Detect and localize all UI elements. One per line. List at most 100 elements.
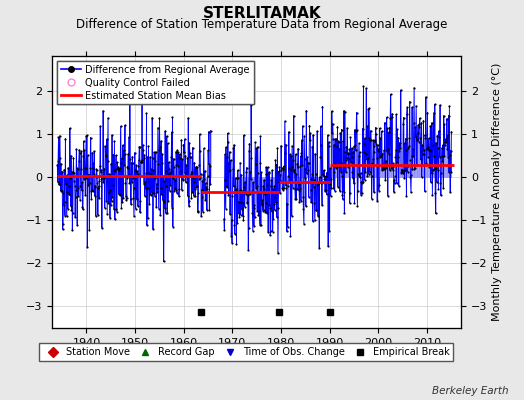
Point bbox=[225, 168, 233, 174]
Point bbox=[62, 181, 70, 187]
Point bbox=[377, 152, 385, 159]
Point bbox=[298, 162, 307, 168]
Point bbox=[362, 150, 370, 157]
Point bbox=[273, 170, 281, 176]
Point bbox=[374, 148, 382, 154]
Point bbox=[402, 147, 410, 153]
Point bbox=[86, 134, 95, 141]
Point bbox=[347, 150, 355, 156]
Point bbox=[85, 180, 94, 186]
Point bbox=[413, 136, 421, 142]
Point bbox=[128, 160, 137, 166]
Point bbox=[154, 124, 162, 131]
Point bbox=[165, 166, 173, 172]
Point bbox=[280, 118, 289, 124]
Point bbox=[142, 170, 150, 176]
Point bbox=[343, 125, 352, 131]
Point bbox=[105, 188, 113, 195]
Point bbox=[327, 184, 335, 191]
Point bbox=[125, 180, 134, 186]
Point bbox=[276, 171, 285, 178]
Point bbox=[203, 173, 212, 179]
Point bbox=[270, 182, 278, 189]
Point bbox=[192, 164, 200, 170]
Point bbox=[434, 186, 443, 192]
Point bbox=[264, 170, 272, 176]
Point bbox=[418, 162, 427, 169]
Point bbox=[286, 151, 294, 158]
Point bbox=[198, 194, 206, 200]
Point bbox=[233, 220, 242, 226]
Point bbox=[339, 196, 347, 202]
Point bbox=[140, 180, 148, 187]
Point bbox=[429, 141, 438, 148]
Point bbox=[280, 166, 289, 172]
Point bbox=[329, 121, 337, 127]
Point bbox=[75, 149, 84, 156]
Point bbox=[443, 132, 452, 138]
Point bbox=[346, 134, 355, 141]
Point bbox=[73, 166, 82, 172]
Point bbox=[188, 168, 196, 175]
Point bbox=[267, 183, 275, 189]
Point bbox=[379, 165, 387, 171]
Point bbox=[162, 133, 171, 139]
Point bbox=[190, 179, 198, 186]
Point bbox=[101, 143, 110, 149]
Point bbox=[82, 133, 90, 139]
Point bbox=[76, 197, 84, 203]
Point bbox=[431, 190, 439, 196]
Point bbox=[376, 135, 385, 141]
Point bbox=[402, 111, 411, 117]
Point bbox=[342, 144, 351, 150]
Point bbox=[149, 167, 158, 173]
Point bbox=[319, 171, 327, 177]
Point bbox=[156, 212, 165, 219]
Point bbox=[428, 192, 436, 199]
Point bbox=[403, 104, 411, 110]
Point bbox=[383, 148, 391, 154]
Point bbox=[172, 148, 180, 155]
Point bbox=[427, 179, 435, 185]
Point bbox=[295, 199, 303, 206]
Point bbox=[430, 166, 439, 173]
Point bbox=[135, 143, 144, 150]
Point bbox=[343, 151, 352, 158]
Point bbox=[411, 165, 419, 172]
Point bbox=[352, 109, 361, 116]
Point bbox=[431, 210, 440, 216]
Point bbox=[359, 179, 367, 186]
Point bbox=[247, 102, 255, 108]
Point bbox=[433, 179, 441, 185]
Point bbox=[106, 215, 114, 221]
Point bbox=[396, 145, 405, 151]
Point bbox=[190, 160, 199, 166]
Point bbox=[325, 181, 334, 188]
Point bbox=[159, 173, 167, 180]
Point bbox=[126, 156, 135, 162]
Point bbox=[121, 179, 129, 186]
Point bbox=[169, 156, 178, 162]
Point bbox=[99, 172, 107, 178]
Point bbox=[337, 126, 346, 133]
Point bbox=[185, 203, 193, 210]
Point bbox=[404, 144, 412, 151]
Point bbox=[300, 155, 309, 162]
Point bbox=[256, 160, 264, 166]
Point bbox=[183, 155, 192, 161]
Point bbox=[182, 162, 190, 168]
Point bbox=[136, 209, 144, 216]
Point bbox=[341, 109, 349, 115]
Point bbox=[265, 169, 274, 175]
Point bbox=[258, 200, 267, 206]
Point bbox=[153, 184, 161, 191]
Point bbox=[232, 186, 241, 192]
Point bbox=[309, 218, 317, 224]
Point bbox=[409, 120, 418, 127]
Point bbox=[357, 178, 366, 185]
Point bbox=[56, 133, 64, 139]
Point bbox=[174, 193, 183, 200]
Point bbox=[74, 185, 82, 191]
Point bbox=[61, 136, 70, 142]
Point bbox=[241, 188, 249, 194]
